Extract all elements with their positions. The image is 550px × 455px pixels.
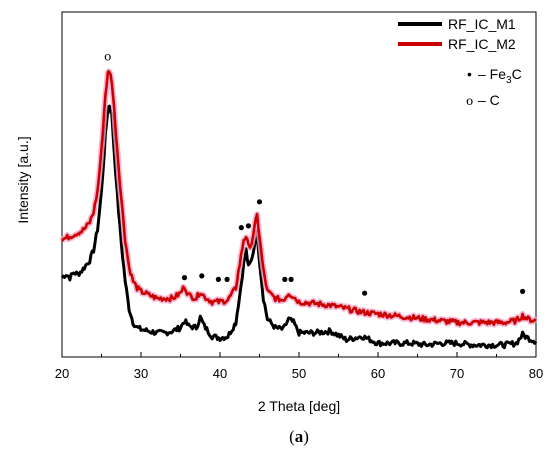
- peak-marker-fe3c: [215, 276, 221, 282]
- peak-marker-fe3c: [224, 276, 230, 282]
- x-tick-label: 40: [213, 366, 227, 381]
- phase-legend: • – Fe3C o – C: [466, 66, 522, 108]
- caption-letter: a: [295, 427, 304, 446]
- x-axis-title: 2 Theta [deg]: [258, 398, 340, 414]
- y-axis-title: Intensity [a.u.]: [15, 136, 31, 223]
- peak-marker-layer: o: [104, 49, 526, 296]
- peak-marker-fe3c: [245, 223, 251, 229]
- caption-open: (: [289, 427, 295, 446]
- x-tick-label: 50: [292, 366, 306, 381]
- figure-caption: (a): [289, 427, 309, 446]
- peak-marker-fe3c: [181, 275, 188, 281]
- series-line-rf-ic-m1: [60, 104, 538, 350]
- phase-legend-label-c: – C: [478, 92, 500, 108]
- phase-legend-symbol-c: o: [466, 94, 473, 108]
- peak-marker-fe3c: [282, 276, 288, 282]
- phase-legend-fe3c-subscript: 3: [506, 75, 512, 86]
- series-glow-rf-ic-m2: [59, 68, 538, 329]
- phase-legend-fe3c-main: – Fe: [478, 66, 506, 82]
- x-tick-label: 80: [529, 366, 543, 381]
- legend-label-rf-ic-m1: RF_IC_M1: [448, 16, 516, 32]
- x-tick-label: 60: [371, 366, 385, 381]
- peak-marker-fe3c: [256, 199, 263, 205]
- peak-marker-carbon: o: [104, 49, 111, 63]
- series-layer: [59, 68, 538, 350]
- x-tick-label: 20: [55, 366, 69, 381]
- legend: RF_IC_M1 RF_IC_M2: [398, 16, 516, 52]
- peak-marker-fe3c: [288, 276, 294, 282]
- phase-legend-symbol-fe3c: •: [467, 66, 472, 82]
- legend-label-rf-ic-m2: RF_IC_M2: [448, 36, 516, 52]
- peak-marker-fe3c: [520, 288, 526, 294]
- peak-marker-fe3c: [238, 225, 244, 231]
- peak-marker-fe3c: [199, 273, 205, 279]
- peak-marker-fe3c: [362, 290, 368, 296]
- phase-legend-label-fe3c: – Fe3C: [478, 66, 522, 86]
- x-tick-label: 30: [134, 366, 148, 381]
- x-tick-layer: 20 30 40 50 60 70 80: [55, 352, 543, 381]
- caption-close: ): [303, 427, 309, 446]
- x-tick-label: 70: [450, 366, 464, 381]
- phase-legend-fe3c-tail: C: [512, 66, 522, 82]
- series-line-rf-ic-m2: [60, 70, 537, 327]
